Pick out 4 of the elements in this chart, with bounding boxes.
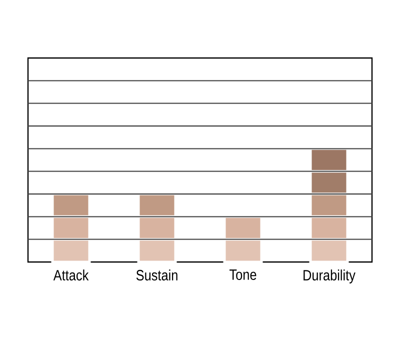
x-tick-label: Tone (230, 270, 256, 280)
x-tick-label: Sustain (136, 270, 178, 280)
x-tick-label: Attack (53, 270, 89, 280)
x-tick-label: Durability (304, 270, 356, 284)
